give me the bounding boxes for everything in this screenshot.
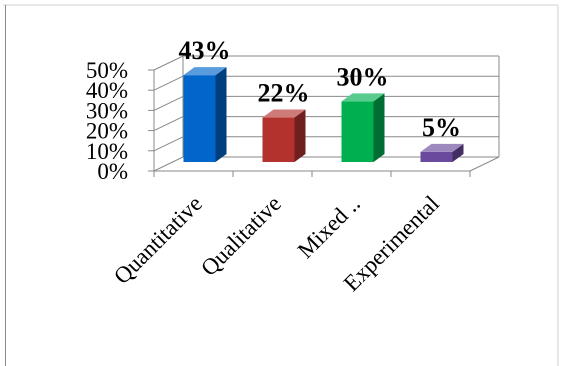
bar (420, 151, 453, 162)
y-tick-label: 30% (86, 98, 128, 123)
y-tick-label: 50% (86, 58, 128, 83)
gridline-side (153, 136, 184, 152)
category-label: Mixed .. (293, 191, 365, 263)
y-tick-label: 0% (97, 159, 128, 184)
bar-top (420, 143, 464, 152)
gridline-side (153, 55, 184, 71)
y-tick-label: 20% (86, 119, 128, 144)
bar-top (341, 93, 385, 102)
gridline-side (153, 116, 184, 132)
bars (183, 67, 464, 162)
bar-side (294, 109, 306, 162)
bar-side (373, 93, 385, 162)
bar (341, 101, 374, 162)
gridline-side (153, 75, 184, 91)
y-tick-label: 40% (86, 78, 128, 103)
axes: 0%10%20%30%40%50% (86, 58, 500, 184)
bar-top (262, 109, 306, 118)
floor-right-edge (469, 156, 500, 172)
bar (262, 117, 295, 162)
bar-side (215, 67, 227, 162)
category-label: Quantitative (109, 191, 207, 289)
bar-side (452, 143, 464, 162)
y-tick-label: 10% (86, 139, 128, 164)
data-label: 43% (179, 36, 231, 65)
gridline-side (153, 95, 184, 111)
data-label: 22% (258, 79, 310, 108)
gridline-side (153, 156, 184, 172)
bar (183, 75, 216, 162)
gridlines (153, 55, 500, 172)
data-label: 30% (337, 62, 389, 91)
bar-top (183, 67, 227, 76)
category-label: Qualitative (196, 191, 286, 281)
data-label: 5% (422, 113, 461, 142)
labels: 43% Quantitative 22% Qualitative 30% Mixed ..… (109, 36, 461, 296)
